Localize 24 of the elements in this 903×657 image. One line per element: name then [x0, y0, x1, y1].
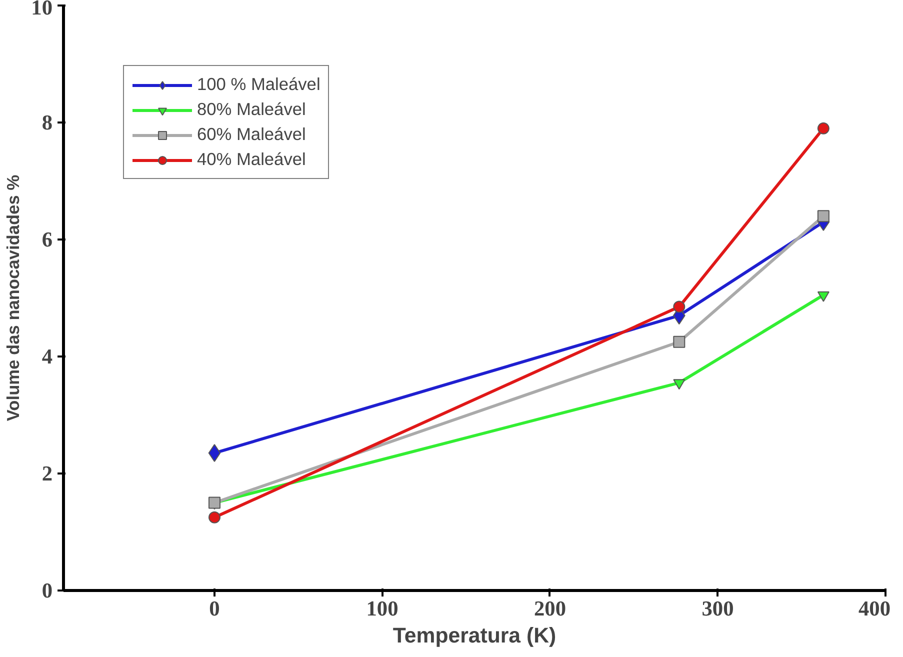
y-axis-title: Volume das nanocavidades %	[3, 174, 24, 422]
point	[208, 496, 220, 509]
legend-label: 40% Maleável	[197, 149, 306, 170]
y-tick-label: 4	[42, 344, 53, 368]
point	[208, 511, 220, 524]
x-axis-title: Temperatura (K)	[392, 624, 556, 648]
legend-label: 100 % Maleável	[197, 74, 320, 95]
y-tick-label: 8	[42, 110, 53, 134]
point	[817, 210, 830, 222]
x-tick-label: 100	[366, 596, 398, 620]
point	[817, 122, 830, 134]
legend-label: 80% Maleável	[197, 99, 306, 120]
x-tick-label: 200	[534, 596, 566, 620]
point	[673, 300, 686, 313]
x-tick-label: 300	[702, 596, 734, 620]
y-tick-label: 10	[31, 0, 52, 20]
legend-label: 60% Maleável	[197, 124, 306, 145]
x-tick-label: 0	[209, 596, 220, 620]
point	[673, 336, 686, 348]
y-tick-label: 0	[42, 578, 53, 602]
y-tick-label: 6	[42, 228, 53, 252]
y-tick-label: 2	[42, 462, 53, 486]
x-tick-label: 400	[858, 596, 891, 620]
point	[208, 444, 221, 462]
